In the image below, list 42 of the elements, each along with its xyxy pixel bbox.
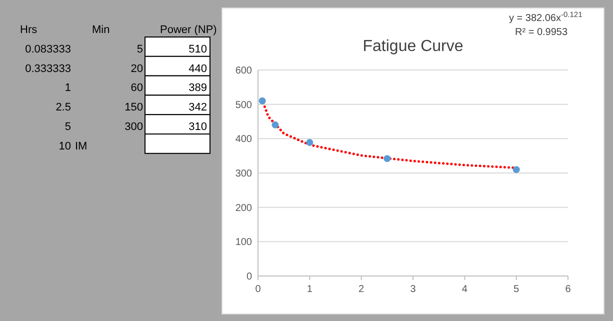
y-tick-label: 400 [235,134,252,146]
point [306,138,314,146]
y-tick-label: 200 [235,202,252,214]
text: 5 [136,43,143,56]
text: 0.083333 [25,43,71,56]
y-tick-label: 0 [246,272,252,282]
y-tick-label: 500 [235,100,252,111]
text: 20 [130,62,143,75]
point [384,155,391,162]
x-tick-label: 0 [255,284,262,295]
text: 510 [188,43,207,56]
x-tick-label: 1 [306,284,313,295]
y-tick-label: 300 [235,168,252,180]
text: IM [75,140,88,152]
text: 300 [124,121,143,133]
text: R² = 0.9953 [515,27,568,38]
y-tick-label: 600 [235,66,252,76]
text: 1 [64,82,71,94]
text: 150 [124,102,143,114]
x-tick-label: 5 [514,284,520,295]
point [272,121,279,128]
text: 60 [130,82,143,94]
text: y = 382.06x$^{-0.121}$ [509,10,582,24]
y-tick-label: 100 [235,237,252,248]
text: 310 [188,121,207,133]
text: 2.5 [56,102,71,114]
text: 342 [188,102,207,114]
text: Hrs [20,24,38,36]
point [258,97,266,104]
text: 10 [58,140,71,152]
text: Power (NP) [160,24,217,36]
x-tick-label: 4 [462,284,468,295]
text: 440 [188,62,207,75]
point [512,166,520,174]
chart-title: Fatigue Curve [362,38,464,55]
text: 0.333333 [25,62,71,75]
text: 389 [188,82,207,94]
x-tick-label: 3 [410,284,416,295]
text: 5 [64,121,71,133]
text: Min [92,24,110,36]
x-tick-label: 2 [358,284,365,295]
x-tick-label: 6 [565,284,572,295]
